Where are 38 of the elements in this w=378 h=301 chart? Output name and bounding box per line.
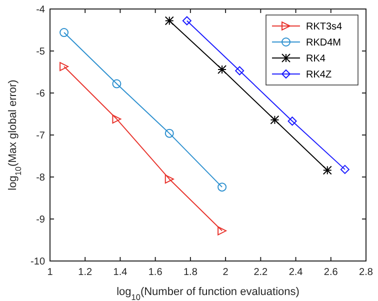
x-tick-label: 1.8 [183,267,198,278]
point [164,128,174,138]
point [340,164,350,174]
x-axis-title: log$_{10}$(Number of function evaluations) [116,286,300,301]
y-tick-label: -8 [36,172,46,184]
y-tick-label: -5 [36,46,46,58]
x-tick-label: 1.4 [113,267,128,278]
y-tick-label: -9 [36,214,46,226]
y-tick-label: -4 [36,4,46,16]
x-tick-label: 2.8 [359,267,374,278]
x-tick-label: 1.6 [148,267,163,278]
legend-label: RK4Z [306,70,332,80]
point [218,182,227,192]
x-tick-label: 2.2 [254,267,268,278]
y-tick-label: -7 [36,130,46,142]
point [288,116,297,126]
legend-label: RKD4M [306,38,342,48]
point [164,174,174,184]
x-tick-label: 2 [222,267,229,278]
x-tick-label: 2.4 [288,267,304,278]
point [218,64,227,74]
y-tick-label: -10 [30,256,46,268]
x-tick-label: 2.6 [324,267,338,278]
point [182,16,192,26]
legend-label: RKT3s4 [306,22,343,32]
x-tick-label: 1.2 [78,267,92,278]
point [270,115,280,124]
y-tick-label: -6 [36,88,46,100]
point [164,16,174,26]
legend-label: RK4 [306,54,326,64]
point [322,166,332,175]
point [112,114,122,124]
point [60,28,69,38]
point [218,226,227,236]
point [235,66,244,76]
point [112,79,122,88]
x-tick-label: 1 [47,267,54,278]
point [60,62,69,72]
